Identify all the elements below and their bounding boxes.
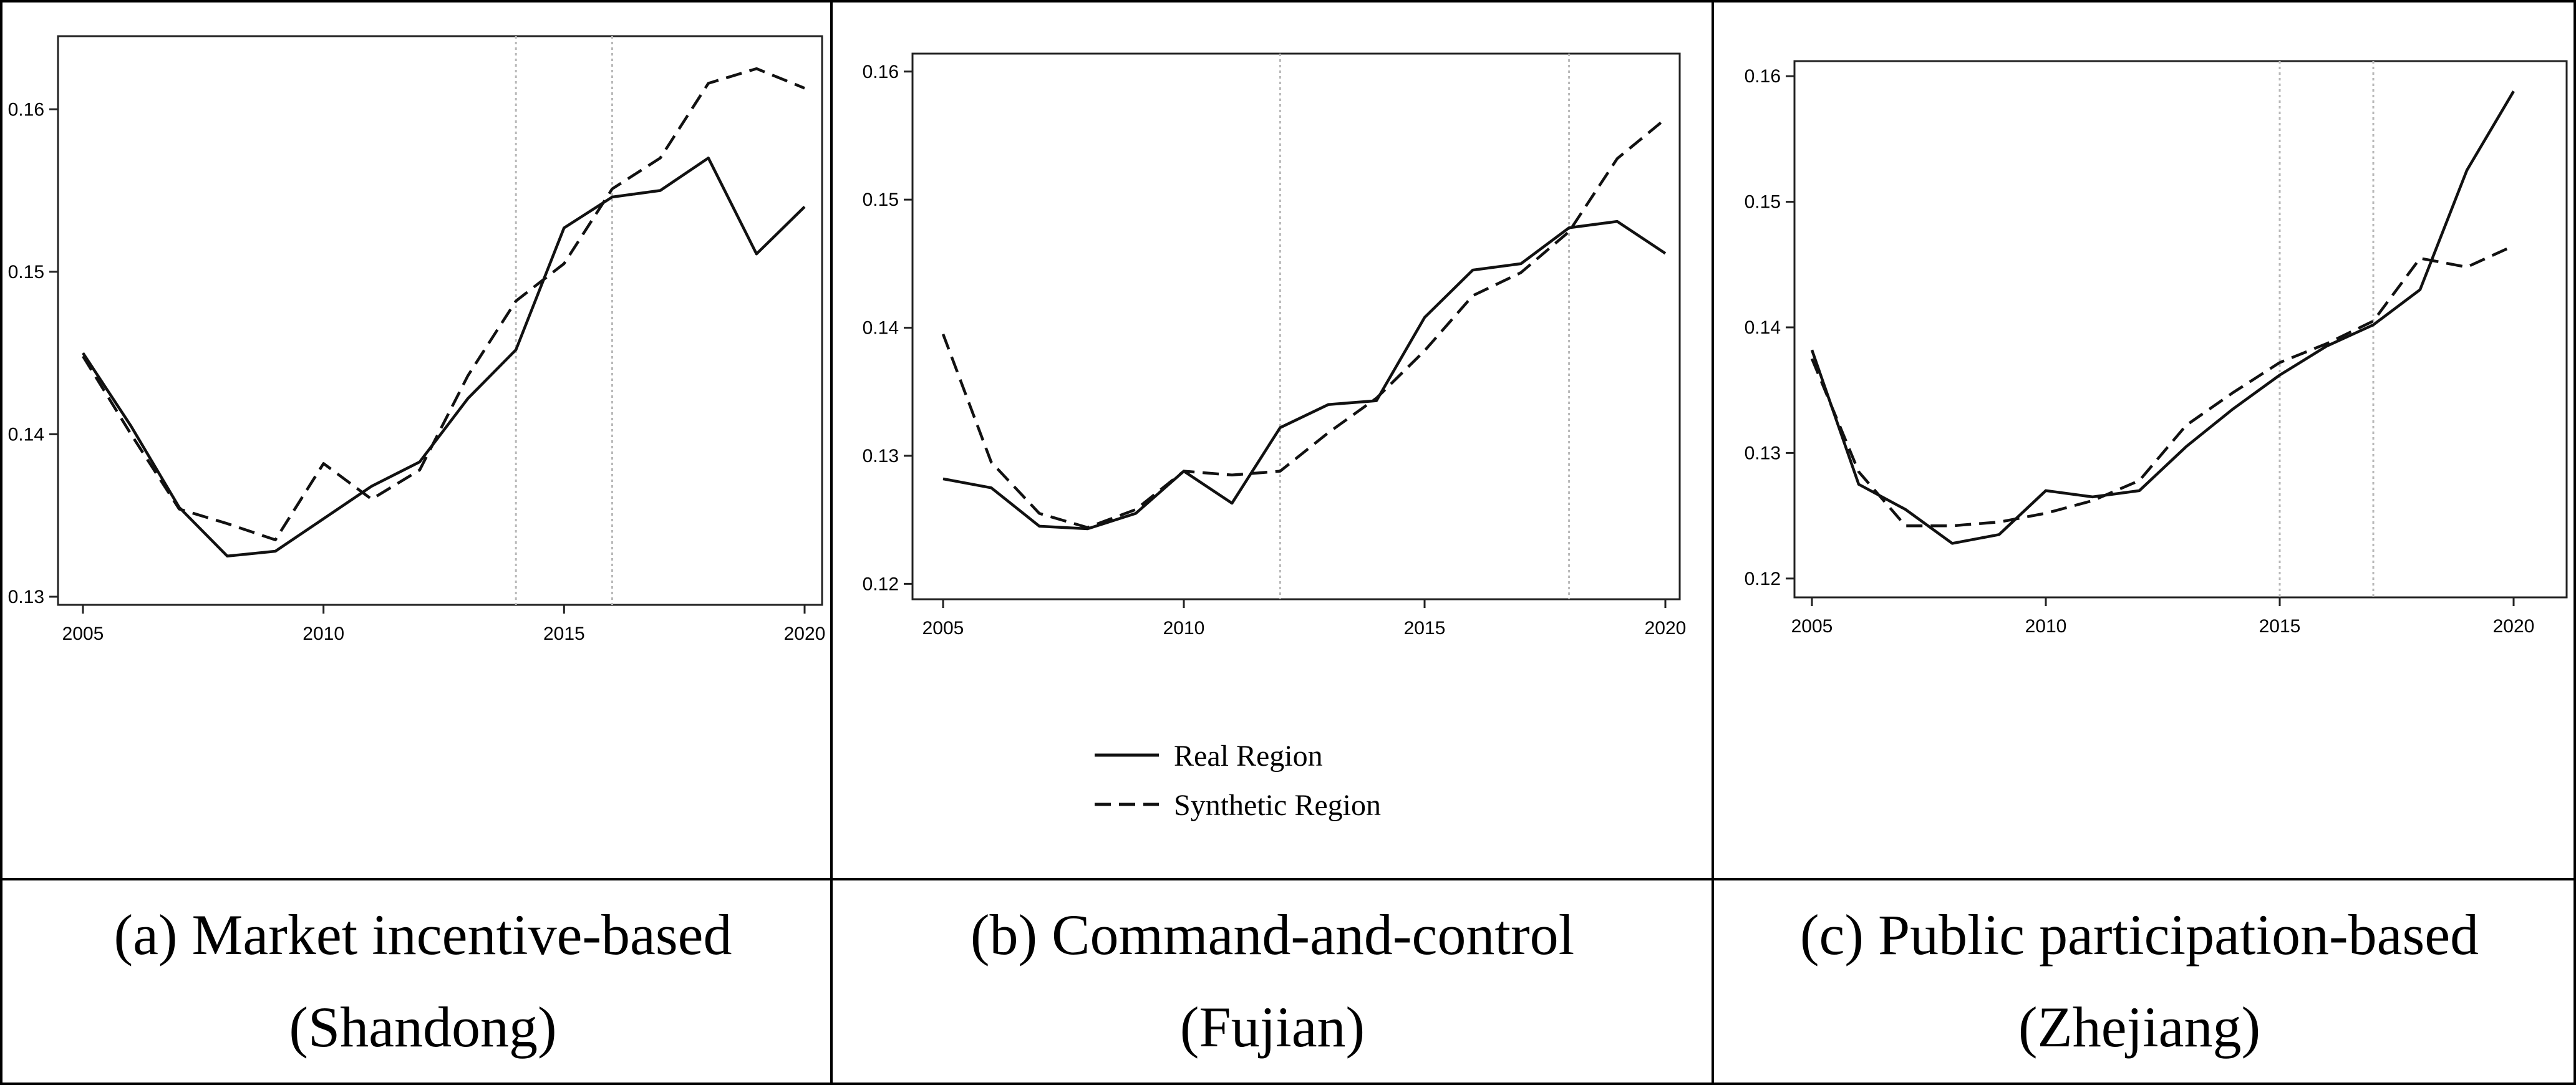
panel-b-xtick-label-3: 2020	[1645, 618, 1687, 639]
panel-c-x-axis: 2005 2010 2015 2020	[1791, 597, 2535, 637]
panel-b-ytick-label-1: 0.13	[863, 446, 899, 466]
panel-a-caption-line2: (Shandong)	[289, 995, 556, 1059]
panel-c-xtick-label-3: 2020	[2493, 616, 2535, 637]
panel-b-x-axis: 2005 2010 2015 2020	[922, 599, 1687, 639]
legend-real-label: Real Region	[1174, 740, 1323, 773]
panel-c-plot-frame	[1793, 60, 2568, 599]
panel-a-xtick-label-1: 2010	[303, 624, 344, 644]
panel-c-real-region-line	[1810, 90, 2515, 545]
panel-a-xtick-label-2: 2015	[543, 624, 585, 644]
panel-c-xtick-label-1: 2010	[2025, 616, 2067, 637]
panel-b-xtick-label-0: 2005	[922, 618, 964, 639]
panel-a-real-region-line	[82, 157, 806, 558]
panel-a-y-axis: 0.13 0.14 0.15 0.16	[8, 99, 58, 607]
panel-b-synthetic-region-line	[941, 118, 1667, 529]
panel-a-caption-line1: (a) Market incentive-based	[114, 903, 732, 967]
panel-b-caption-line1: (b) Command-and-control	[971, 903, 1574, 967]
panel-b-ytick-label-2: 0.14	[863, 318, 899, 339]
panel-c-caption-line1: (c) Public participation-based	[1800, 903, 2479, 967]
panel-a-ytick-label-1: 0.14	[8, 424, 44, 445]
panel-b-xtick-label-1: 2010	[1163, 618, 1205, 639]
panel-a-ytick-label-2: 0.15	[8, 262, 44, 282]
panel-c-ytick-label-0: 0.12	[1745, 569, 1781, 589]
panel-a-shandong: 0.13 0.14 0.15 0.16 2005 2010 2015 2020 (a) Ma…	[8, 35, 826, 1059]
panel-b-caption-line2: (Fujian)	[1180, 995, 1365, 1059]
panel-c-ytick-label-1: 0.13	[1745, 443, 1781, 463]
panel-a-xtick-label-0: 2005	[62, 624, 104, 644]
panel-a-ytick-label-0: 0.13	[8, 587, 44, 607]
panel-b-real-region-line	[942, 219, 1667, 531]
panel-b-ytick-label-0: 0.12	[863, 574, 899, 594]
legend-synthetic-label: Synthetic Region	[1174, 789, 1381, 822]
panel-b-ytick-label-3: 0.15	[863, 190, 899, 210]
panel-c-ytick-label-2: 0.14	[1745, 317, 1781, 338]
panel-b-ytick-label-4: 0.16	[863, 62, 899, 82]
panel-c-y-axis: 0.12 0.13 0.14 0.15 0.16	[1745, 66, 1794, 589]
panel-b-y-axis: 0.12 0.13 0.14 0.15 0.16	[863, 62, 913, 594]
panel-b-plot-frame	[911, 52, 1681, 600]
panel-c-ytick-label-3: 0.15	[1745, 192, 1781, 213]
panel-b-policy-lines	[1279, 54, 1571, 599]
panel-c-xtick-label-2: 2015	[2259, 616, 2301, 637]
legend: Real Region Synthetic Region	[1095, 740, 1381, 822]
panel-a-policy-lines	[515, 36, 613, 605]
panel-c-zhejiang: 0.12 0.13 0.14 0.15 0.16 2005 2010 2015 2020 (c…	[1745, 60, 2568, 1059]
panel-a-xtick-label-3: 2020	[784, 624, 826, 644]
panel-c-synthetic-region-line	[1810, 244, 2514, 528]
panel-a-synthetic-region-line	[82, 67, 805, 542]
panel-a-ytick-label-3: 0.16	[8, 99, 44, 120]
panel-c-caption-line2: (Zhejiang)	[2018, 995, 2260, 1059]
panel-b-xtick-label-2: 2015	[1404, 618, 1446, 639]
panel-c-xtick-label-0: 2005	[1791, 616, 1833, 637]
panel-b-fujian: 0.12 0.13 0.14 0.15 0.16 2005 2010 2015 2020 (b…	[863, 52, 1687, 1059]
panel-a-plot-frame	[57, 35, 823, 606]
panel-a-x-axis: 2005 2010 2015 2020	[62, 605, 826, 644]
panel-c-ytick-label-4: 0.16	[1745, 66, 1781, 87]
